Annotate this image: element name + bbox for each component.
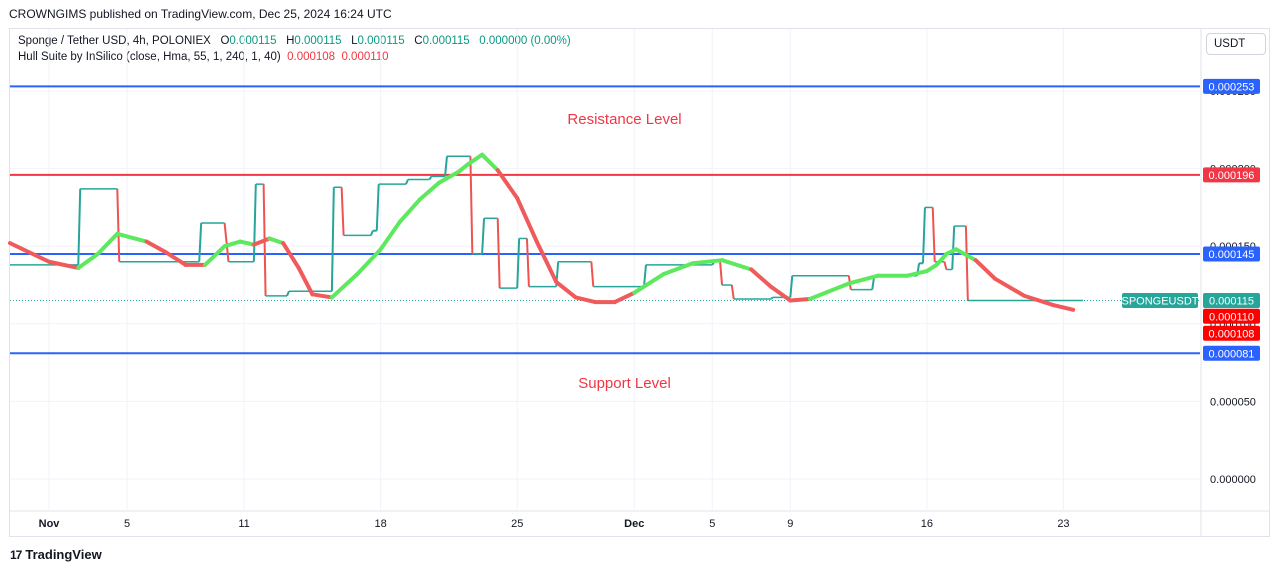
- publisher-line: CROWNGIMS published on TradingView.com, …: [9, 7, 392, 21]
- high-value: 0.000115: [294, 35, 342, 47]
- close-label: C: [414, 35, 423, 47]
- indicator-legend: Hull Suite by InSilico (close, Hma, 55, …: [18, 51, 389, 63]
- open-value: 0.000115: [229, 35, 277, 47]
- high-label: H: [286, 35, 295, 47]
- tradingview-logo-icon: 17: [10, 547, 22, 562]
- indicator-value-2: 0.000110: [341, 51, 389, 63]
- indicator-name[interactable]: Hull Suite by InSilico (close, Hma, 55, …: [18, 51, 281, 63]
- low-label: L: [351, 35, 358, 47]
- symbol-name[interactable]: Sponge / Tether USD, 4h, POLONIEX: [18, 35, 211, 47]
- change-value: 0.000000 (0.00%): [479, 35, 571, 47]
- tradingview-logo[interactable]: 17 TradingView: [10, 547, 102, 562]
- close-value: 0.000115: [422, 35, 470, 47]
- low-value: 0.000115: [357, 35, 405, 47]
- currency-selector[interactable]: USDT: [1206, 33, 1266, 55]
- symbol-legend: Sponge / Tether USD, 4h, POLONIEX O0.000…: [18, 35, 571, 47]
- brand-name: TradingView: [25, 547, 102, 562]
- indicator-value-1: 0.000108: [287, 51, 336, 63]
- open-label: O: [220, 35, 230, 47]
- chart-frame: [9, 28, 1270, 537]
